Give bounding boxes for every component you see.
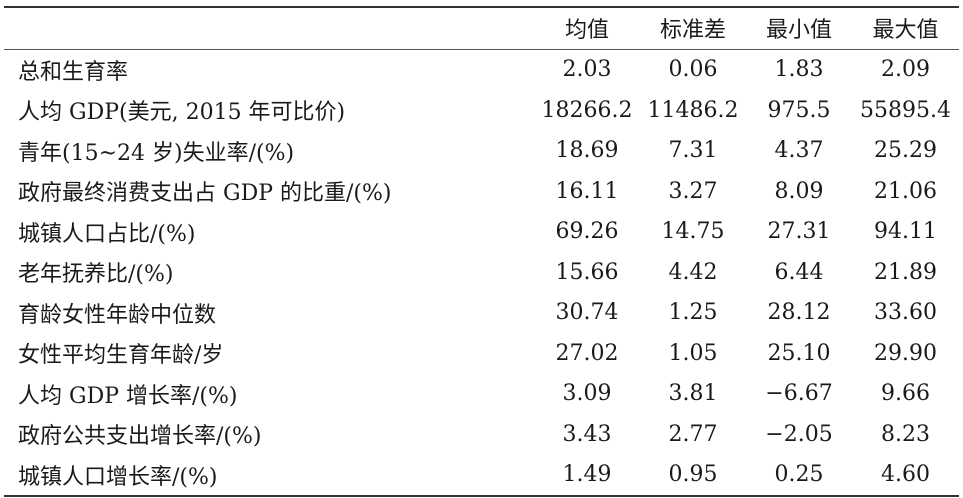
mean-value: 3.09 — [562, 381, 612, 407]
mean-value: 3.43 — [562, 421, 612, 447]
std-dev-value: 4.42 — [668, 259, 718, 285]
variable-name: 人均 GDP(美元, 2015 年可比价) — [18, 100, 346, 126]
mean-value: 15.66 — [555, 259, 619, 285]
max-value: 8.23 — [881, 421, 930, 447]
min-value: 27.31 — [767, 219, 831, 245]
max-value: 4.60 — [881, 462, 930, 488]
min-value: 6.44 — [774, 259, 824, 285]
max-value: 55895.4 — [860, 97, 951, 123]
mean-value: 18.69 — [555, 138, 619, 164]
std-dev-value: 3.27 — [668, 178, 718, 204]
mean-value: 27.02 — [555, 340, 619, 366]
max-value: 2.09 — [881, 57, 930, 83]
table-row: 政府最终消费支出占 GDP 的比重/(%) 16.11 3.27 8.09 21… — [4, 171, 959, 212]
header-min: 最小值 — [765, 18, 832, 44]
table-row: 总和生育率 2.03 0.06 1.83 2.09 — [4, 49, 959, 90]
min-value: 8.09 — [774, 178, 824, 204]
std-dev-value: 0.06 — [668, 57, 718, 83]
variable-name: 青年(15~24 岁)失业率/(%) — [18, 140, 295, 166]
table-row: 人均 GDP(美元, 2015 年可比价) 18266.2 11486.2 97… — [4, 90, 959, 131]
table-row: 政府公共支出增长率/(%) 3.43 2.77 −2.05 8.23 — [4, 414, 959, 455]
mean-value: 2.03 — [562, 57, 612, 83]
table-row: 老年抚养比/(%) 15.66 4.42 6.44 21.89 — [4, 252, 959, 293]
max-value: 21.06 — [874, 178, 937, 204]
std-dev-value: 1.05 — [668, 340, 718, 366]
min-value: 1.83 — [774, 57, 824, 83]
variable-name: 城镇人口占比/(%) — [18, 221, 196, 247]
header-row: 均值 标准差 最小值 最大值 — [4, 7, 959, 49]
std-dev-value: 2.77 — [668, 421, 718, 447]
mean-value: 1.49 — [562, 462, 612, 488]
table-row: 人均 GDP 增长率/(%) 3.09 3.81 −6.67 9.66 — [4, 374, 959, 415]
variable-name: 政府最终消费支出占 GDP 的比重/(%) — [18, 181, 392, 207]
header-max: 最大值 — [872, 18, 939, 44]
table-row: 女性平均生育年龄/岁 27.02 1.05 25.10 29.90 — [4, 333, 959, 374]
variable-name: 总和生育率 — [18, 59, 129, 85]
variable-name: 女性平均生育年龄/岁 — [18, 343, 224, 369]
std-dev-value: 3.81 — [668, 381, 718, 407]
min-value: −6.67 — [765, 381, 833, 407]
min-value: 975.5 — [767, 97, 831, 123]
variable-name: 人均 GDP 增长率/(%) — [18, 383, 238, 409]
table-row: 城镇人口占比/(%) 69.26 14.75 27.31 94.11 — [4, 212, 959, 253]
mean-value: 16.11 — [555, 178, 619, 204]
max-value: 9.66 — [881, 381, 930, 407]
std-dev-value: 7.31 — [668, 138, 718, 164]
table-row: 城镇人口增长率/(%) 1.49 0.95 0.25 4.60 — [4, 455, 959, 496]
header-std-dev: 标准差 — [659, 18, 726, 44]
max-value: 25.29 — [874, 138, 937, 164]
descriptive-statistics-table: 均值 标准差 最小值 最大值 总和生育率 2.03 0.06 1.83 2.09… — [4, 6, 959, 497]
header-variable — [4, 7, 534, 49]
max-value: 21.89 — [874, 259, 937, 285]
std-dev-value: 0.95 — [668, 462, 718, 488]
table-row: 育龄女性年龄中位数 30.74 1.25 28.12 33.60 — [4, 293, 959, 334]
max-value: 29.90 — [874, 340, 937, 366]
std-dev-value: 14.75 — [661, 219, 725, 245]
table-row: 青年(15~24 岁)失业率/(%) 18.69 7.31 4.37 25.29 — [4, 131, 959, 172]
variable-name: 育龄女性年龄中位数 — [18, 302, 217, 328]
header-mean: 均值 — [564, 18, 609, 44]
std-dev-value: 11486.2 — [647, 97, 739, 123]
mean-value: 69.26 — [555, 219, 619, 245]
mean-value: 30.74 — [555, 300, 619, 326]
min-value: 25.10 — [767, 340, 831, 366]
min-value: 0.25 — [774, 462, 824, 488]
min-value: 28.12 — [767, 300, 831, 326]
max-value: 33.60 — [874, 300, 937, 326]
std-dev-value: 1.25 — [668, 300, 718, 326]
mean-value: 18266.2 — [541, 97, 633, 123]
min-value: −2.05 — [765, 421, 833, 447]
variable-name: 老年抚养比/(%) — [18, 262, 174, 288]
max-value: 94.11 — [874, 219, 937, 245]
min-value: 4.37 — [774, 138, 824, 164]
variable-name: 城镇人口增长率/(%) — [18, 464, 218, 490]
variable-name: 政府公共支出增长率/(%) — [18, 424, 262, 450]
